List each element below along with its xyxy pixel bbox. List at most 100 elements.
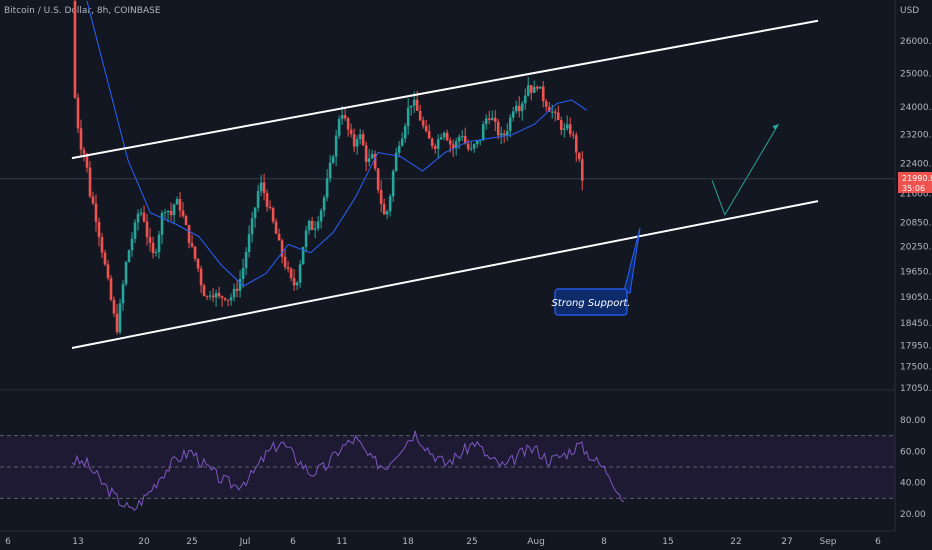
candle-body bbox=[208, 295, 212, 297]
candle-body bbox=[202, 285, 206, 297]
candle-body bbox=[355, 139, 359, 147]
candle-body bbox=[334, 135, 338, 157]
rsi-tick-label: 40.00 bbox=[900, 479, 926, 489]
candle-body bbox=[166, 210, 170, 213]
candle-body bbox=[304, 230, 308, 247]
candle-body bbox=[499, 133, 503, 136]
candle-body bbox=[385, 211, 389, 215]
candle-body bbox=[214, 293, 218, 298]
candle-body bbox=[250, 218, 254, 235]
candle-body bbox=[91, 196, 95, 204]
candle-body bbox=[142, 212, 146, 222]
candle-body bbox=[217, 293, 221, 297]
candle-body bbox=[148, 237, 152, 243]
candle-body bbox=[307, 220, 311, 231]
candle-body bbox=[403, 126, 407, 139]
candle-body bbox=[76, 97, 80, 129]
price-tag-countdown: 35:06 bbox=[902, 184, 925, 193]
candle-body bbox=[478, 140, 482, 142]
candle-body bbox=[469, 148, 473, 150]
candle-body bbox=[163, 212, 167, 214]
candle-body bbox=[190, 243, 194, 247]
y-tick-label: 17050.00 bbox=[900, 384, 932, 394]
candle-body bbox=[145, 221, 149, 238]
candle-body bbox=[211, 295, 215, 298]
candle-body bbox=[169, 210, 173, 216]
candle-body bbox=[106, 264, 110, 279]
candle-body bbox=[157, 234, 161, 252]
candle-body bbox=[340, 115, 344, 119]
candle-body bbox=[493, 117, 497, 122]
candle-body bbox=[322, 197, 326, 211]
candle-body bbox=[352, 134, 356, 147]
candle-body bbox=[118, 303, 122, 333]
candle-body bbox=[409, 105, 413, 108]
candle-body bbox=[574, 135, 578, 153]
candle-body bbox=[532, 86, 536, 93]
candle-body bbox=[529, 85, 533, 93]
candle-body bbox=[283, 256, 287, 267]
x-tick-label: 13 bbox=[72, 537, 83, 547]
candle-body bbox=[550, 111, 554, 113]
candle-body bbox=[151, 242, 155, 254]
annotation-bg bbox=[554, 288, 628, 316]
price-tag: 21990.80 35:06 bbox=[898, 172, 932, 193]
candle-body bbox=[541, 86, 545, 102]
candle-body bbox=[373, 153, 377, 169]
candle-body bbox=[187, 224, 191, 244]
candle-body bbox=[571, 134, 575, 136]
annotation-box[interactable]: Strong Support. bbox=[551, 288, 631, 316]
y-tick-label: 20250.00 bbox=[900, 243, 932, 253]
candle-body bbox=[139, 212, 143, 214]
candle-body bbox=[484, 118, 488, 125]
candle-body bbox=[538, 86, 542, 89]
candle-body bbox=[343, 115, 347, 119]
candle-body bbox=[301, 246, 305, 265]
candle-body bbox=[265, 193, 269, 207]
candle-body bbox=[382, 204, 386, 215]
candle-body bbox=[271, 208, 275, 222]
x-tick-label: Aug bbox=[527, 537, 545, 547]
candle-body bbox=[544, 101, 548, 107]
y-tick-label: 18450.00 bbox=[900, 319, 932, 329]
moving-average bbox=[86, 0, 587, 287]
drawings bbox=[71, 19, 819, 349]
candle-body bbox=[232, 288, 236, 298]
candle-body bbox=[421, 120, 425, 126]
candle-body bbox=[487, 118, 491, 120]
candle-body bbox=[448, 140, 452, 145]
x-tick-label: 11 bbox=[336, 537, 347, 547]
candle-body bbox=[412, 99, 416, 106]
candle-body bbox=[94, 203, 98, 222]
candle-body bbox=[325, 178, 329, 198]
candle-body bbox=[112, 299, 116, 314]
x-tick-label: 15 bbox=[662, 537, 673, 547]
y-tick-label: 20850.00 bbox=[900, 219, 932, 229]
candle-body bbox=[259, 182, 263, 192]
candle-body bbox=[100, 237, 104, 253]
y-tick-label: 22400.00 bbox=[900, 160, 932, 170]
candle-body bbox=[370, 153, 374, 159]
candle-body bbox=[193, 246, 197, 259]
candle-body bbox=[238, 279, 242, 291]
y-tick-label: 26000.00 bbox=[900, 37, 932, 47]
x-tick-label: 6 bbox=[290, 537, 296, 547]
candle-body bbox=[490, 117, 494, 120]
candle-body bbox=[505, 131, 509, 136]
candle-body bbox=[289, 268, 293, 278]
candle-body bbox=[376, 168, 380, 190]
candle-body bbox=[559, 119, 563, 130]
ma-line bbox=[86, 0, 587, 287]
candle-body bbox=[451, 144, 455, 149]
candle-body bbox=[445, 132, 449, 141]
candle-body bbox=[511, 111, 515, 118]
candle-body bbox=[328, 162, 332, 179]
candle-body bbox=[292, 277, 296, 286]
candle-body bbox=[103, 252, 107, 265]
candle-body bbox=[496, 121, 500, 136]
price-tag-value: 21990.80 bbox=[902, 174, 932, 183]
candle-body bbox=[397, 145, 401, 153]
candle-body bbox=[115, 313, 119, 333]
projection-arrowhead bbox=[772, 124, 779, 131]
